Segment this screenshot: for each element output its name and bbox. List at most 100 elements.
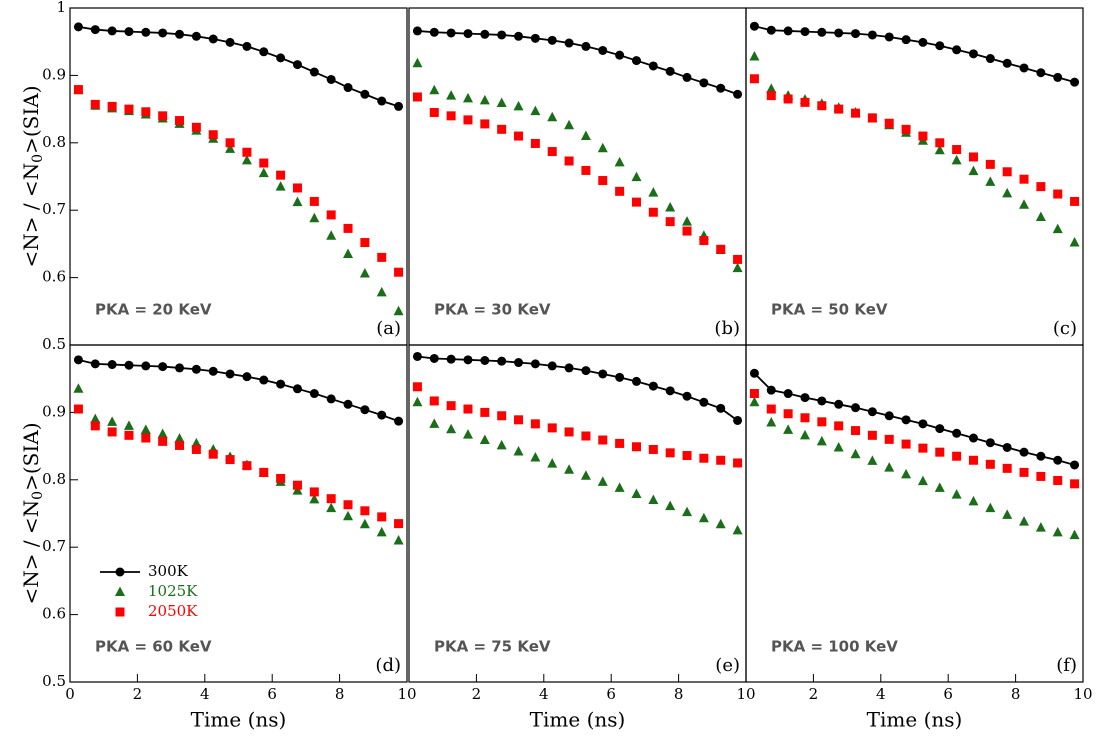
marker (157, 428, 168, 438)
marker (359, 268, 370, 278)
marker (698, 512, 709, 523)
marker (648, 61, 658, 71)
marker (141, 27, 151, 37)
marker (446, 90, 457, 100)
marker (783, 424, 794, 434)
marker (547, 111, 558, 122)
marker (699, 453, 709, 463)
panel-label: (a) (376, 318, 401, 339)
y-axis-label-part: 0 (30, 491, 46, 500)
marker (648, 187, 659, 197)
marker (463, 404, 473, 414)
marker (1002, 187, 1013, 198)
marker (514, 415, 524, 425)
marker (90, 359, 100, 369)
marker (480, 29, 490, 39)
annotation: PKA = 50 KeV (771, 301, 888, 319)
x-tick-label: 8 (1011, 685, 1021, 703)
marker (242, 372, 252, 382)
marker (259, 158, 269, 168)
marker (275, 181, 286, 191)
marker (1036, 471, 1046, 481)
marker (799, 429, 810, 440)
panel: 2 4 6 8 10 Time (ns) PKA = 75 KeV (e) (408, 344, 756, 732)
marker (394, 101, 404, 111)
marker (934, 144, 945, 155)
marker (292, 384, 302, 394)
x-axis-label: Time (ns) (530, 708, 626, 732)
y-axis-label: <N> / <N0>(SIA) (19, 422, 47, 604)
marker (901, 439, 911, 449)
marker (783, 26, 793, 36)
marker (326, 502, 337, 513)
x-tick-label: 6 (267, 685, 277, 703)
marker (935, 424, 945, 434)
marker (1019, 516, 1030, 526)
marker (716, 455, 726, 465)
marker (394, 267, 404, 277)
marker (463, 29, 473, 39)
marker (326, 494, 336, 504)
marker (564, 363, 574, 373)
marker (952, 451, 962, 461)
marker (242, 147, 252, 157)
marker (530, 33, 540, 43)
marker (158, 111, 168, 121)
legend-marker (115, 607, 125, 617)
marker (1019, 199, 1030, 209)
marker (191, 31, 201, 41)
marker (766, 83, 777, 93)
series-line (417, 30, 738, 96)
x-tick-label: 8 (335, 685, 345, 703)
marker (259, 47, 269, 57)
annotation: PKA = 30 KeV (434, 301, 551, 319)
marker (564, 119, 575, 130)
marker (309, 389, 319, 399)
marker (292, 60, 302, 70)
marker (547, 423, 557, 433)
marker (749, 74, 759, 84)
marker (766, 25, 776, 35)
marker (816, 435, 827, 446)
marker (1070, 460, 1080, 470)
y-tick-label: 0.7 (42, 537, 66, 555)
marker (446, 111, 456, 121)
x-tick-label: 4 (539, 685, 549, 703)
marker (968, 495, 979, 506)
marker (497, 411, 507, 421)
marker (867, 30, 877, 40)
y-axis-label-part: >(SIA) (19, 422, 43, 490)
marker (1053, 72, 1063, 82)
panel: 2 4 6 8 10 Time (ns) PKA = 100 KeV (f) (745, 344, 1093, 732)
marker (901, 124, 911, 134)
marker (951, 489, 962, 499)
marker (513, 445, 524, 456)
legend-marker (115, 586, 125, 596)
panel-label: (e) (715, 655, 740, 676)
marker (800, 97, 810, 107)
marker (631, 171, 642, 182)
marker (90, 25, 100, 35)
marker (935, 138, 945, 148)
marker (343, 510, 354, 521)
marker (834, 28, 844, 38)
marker (952, 145, 962, 155)
marker (800, 393, 810, 403)
marker (935, 41, 945, 51)
marker (124, 430, 134, 440)
marker (1019, 467, 1029, 477)
y-axis-label-part: <N> / <N (19, 163, 43, 268)
marker (377, 252, 387, 262)
marker (952, 45, 962, 55)
marker (124, 104, 134, 114)
marker (393, 305, 404, 316)
annotation: PKA = 75 KeV (434, 638, 551, 656)
marker (1002, 167, 1012, 177)
panel-label: (d) (375, 655, 401, 676)
marker (1002, 509, 1013, 519)
marker (412, 92, 422, 102)
marker (530, 419, 540, 429)
marker (429, 353, 439, 363)
marker (614, 482, 625, 492)
